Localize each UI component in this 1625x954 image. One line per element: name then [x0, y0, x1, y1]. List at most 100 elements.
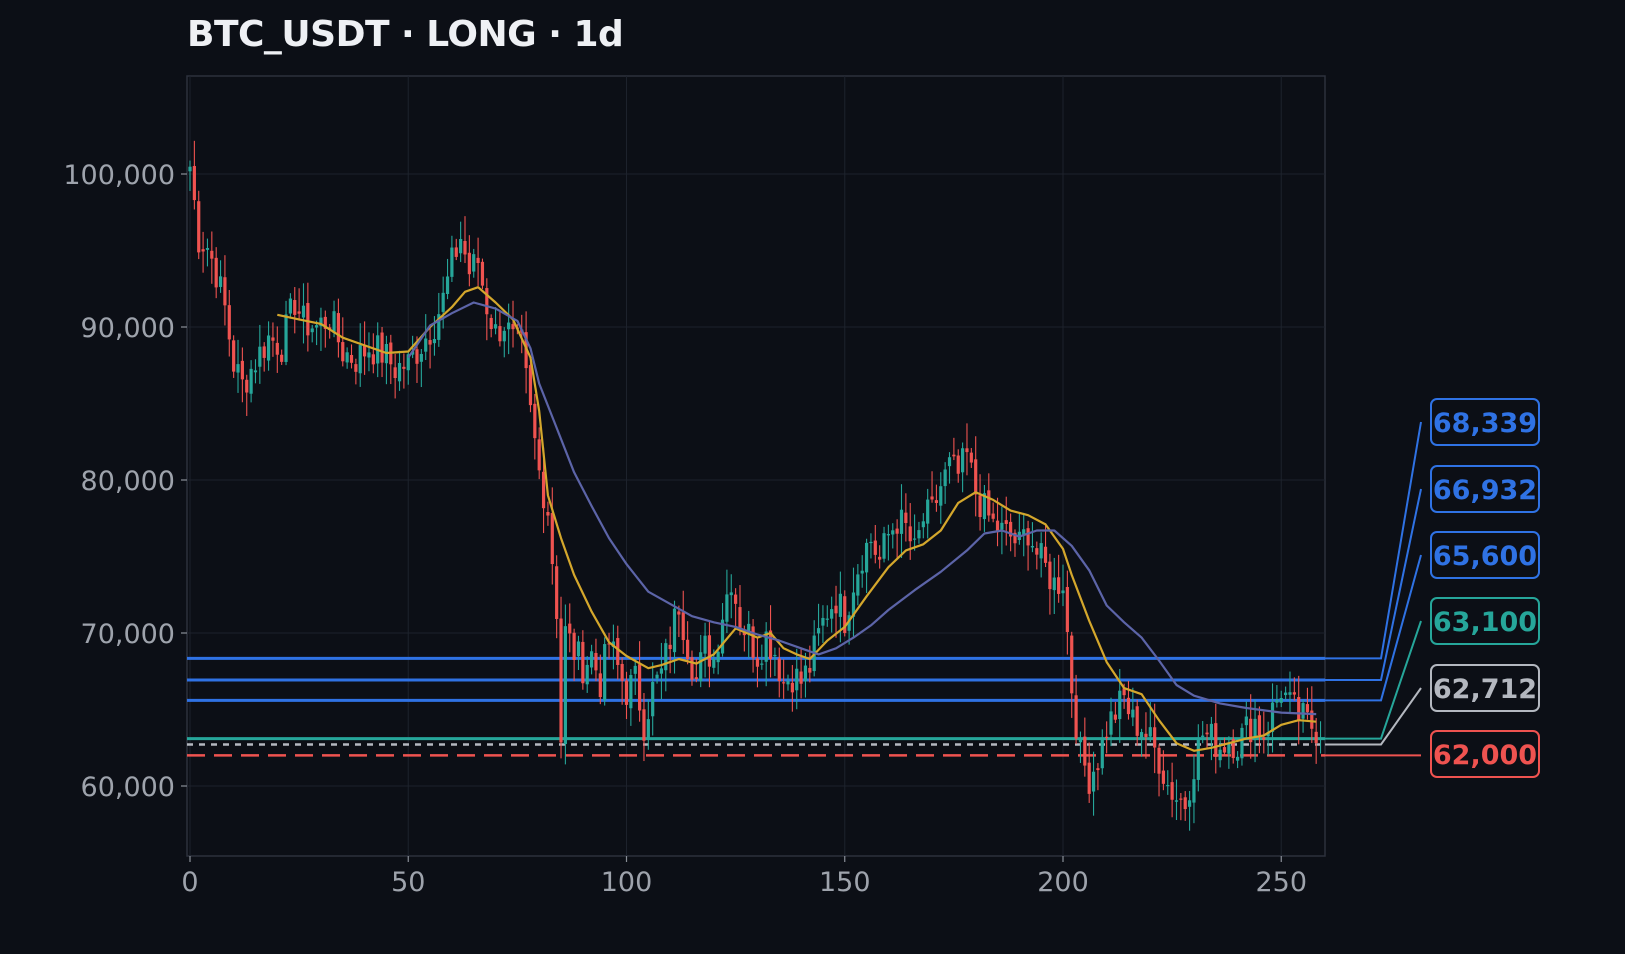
candle-body [1022, 529, 1026, 536]
candle-body [816, 628, 821, 634]
candle-body [559, 618, 563, 743]
candle-body [729, 592, 733, 596]
candle-body [1166, 785, 1170, 787]
candle-body [921, 521, 925, 528]
x-tick-label: 150 [819, 867, 871, 898]
candle-body [507, 322, 511, 330]
candle-body [424, 338, 428, 352]
chart-title: BTC_USDT · LONG · 1d [187, 14, 624, 55]
candle-body [223, 277, 227, 306]
candle-body [249, 368, 253, 394]
candle-body [1170, 782, 1174, 800]
candle-body [227, 305, 231, 340]
candle-body [873, 540, 877, 555]
candle-body [1270, 702, 1275, 732]
candle-body [197, 201, 201, 253]
candle-body [1231, 738, 1235, 759]
candle-body [926, 499, 930, 524]
candle-body [611, 641, 616, 648]
callout-label: 62,000 [1433, 740, 1537, 771]
candle-body [768, 630, 773, 659]
candle-body [1078, 738, 1083, 743]
candle-body [555, 566, 559, 619]
candle-body [952, 454, 956, 457]
candle-body [1083, 736, 1087, 766]
candle-body [1209, 723, 1214, 739]
candle-body [912, 538, 917, 540]
candle-body [651, 682, 655, 717]
candle-body [712, 659, 716, 668]
candle-body [633, 665, 637, 674]
candle-body [703, 635, 707, 654]
candle-body [1074, 695, 1078, 739]
candle-body [882, 533, 886, 559]
candle-body [760, 663, 764, 665]
candle-body [795, 668, 799, 691]
candle-body [786, 681, 790, 685]
candle-body [218, 276, 223, 287]
candle-body [271, 337, 275, 341]
candle-body [1109, 711, 1113, 735]
candle-body [956, 455, 960, 474]
candle-body [642, 709, 646, 741]
candle-body [790, 682, 794, 693]
candle-body [1100, 737, 1104, 769]
candle-body [856, 574, 860, 596]
candle-body [1314, 731, 1318, 744]
candle-body [297, 311, 301, 314]
candle-body [934, 500, 939, 503]
candle-body [751, 626, 755, 658]
callout-box [1430, 531, 1540, 579]
candle-body [961, 448, 965, 473]
candle-body [690, 657, 694, 680]
candle-body [891, 530, 895, 535]
candle-body [332, 311, 336, 333]
candle-body [1048, 561, 1052, 590]
callout-label: 62,712 [1433, 674, 1537, 705]
candle-body [1091, 771, 1096, 792]
candle-body [716, 651, 720, 663]
candle-body [371, 354, 375, 365]
candle-body [1288, 692, 1292, 695]
callout-label: 63,100 [1433, 607, 1537, 638]
candle-body [1157, 747, 1161, 774]
candle-body [1105, 736, 1109, 738]
candle-body [825, 618, 829, 620]
candle-body [472, 254, 476, 272]
candle-body [668, 644, 672, 650]
candle-body [1253, 718, 1257, 741]
candle-body [725, 594, 729, 622]
candle-body [402, 366, 406, 369]
candle-body [1144, 733, 1148, 738]
candle-body [284, 314, 288, 362]
candle-body [834, 605, 838, 614]
callout-leader [1325, 554, 1422, 702]
candle-body [336, 313, 341, 343]
candle-body [288, 298, 292, 314]
candle-body [747, 623, 751, 635]
candle-body [262, 346, 266, 358]
candle-body [367, 352, 371, 358]
y-tick-label: 60,000 [81, 772, 175, 803]
candle-body [1087, 762, 1091, 794]
candle-body [480, 261, 485, 286]
candle-body [965, 448, 969, 453]
candle-body [306, 303, 310, 336]
y-tick-label: 80,000 [81, 466, 175, 497]
callout-box [1430, 398, 1540, 446]
candle-body [838, 593, 842, 617]
callout-label: 65,600 [1433, 541, 1537, 572]
candle-body [1052, 577, 1056, 591]
candle-body [672, 608, 677, 653]
candle-body [253, 370, 258, 373]
ma-line [277, 286, 1317, 752]
candle-body [629, 675, 633, 709]
candle-body [755, 658, 760, 667]
candle-body [441, 292, 445, 312]
candle-body [533, 403, 537, 439]
candle-body [563, 626, 567, 745]
candle-body [419, 353, 423, 362]
candle-body [568, 623, 572, 634]
callout-leader [1325, 421, 1422, 660]
candle-body [258, 346, 262, 367]
